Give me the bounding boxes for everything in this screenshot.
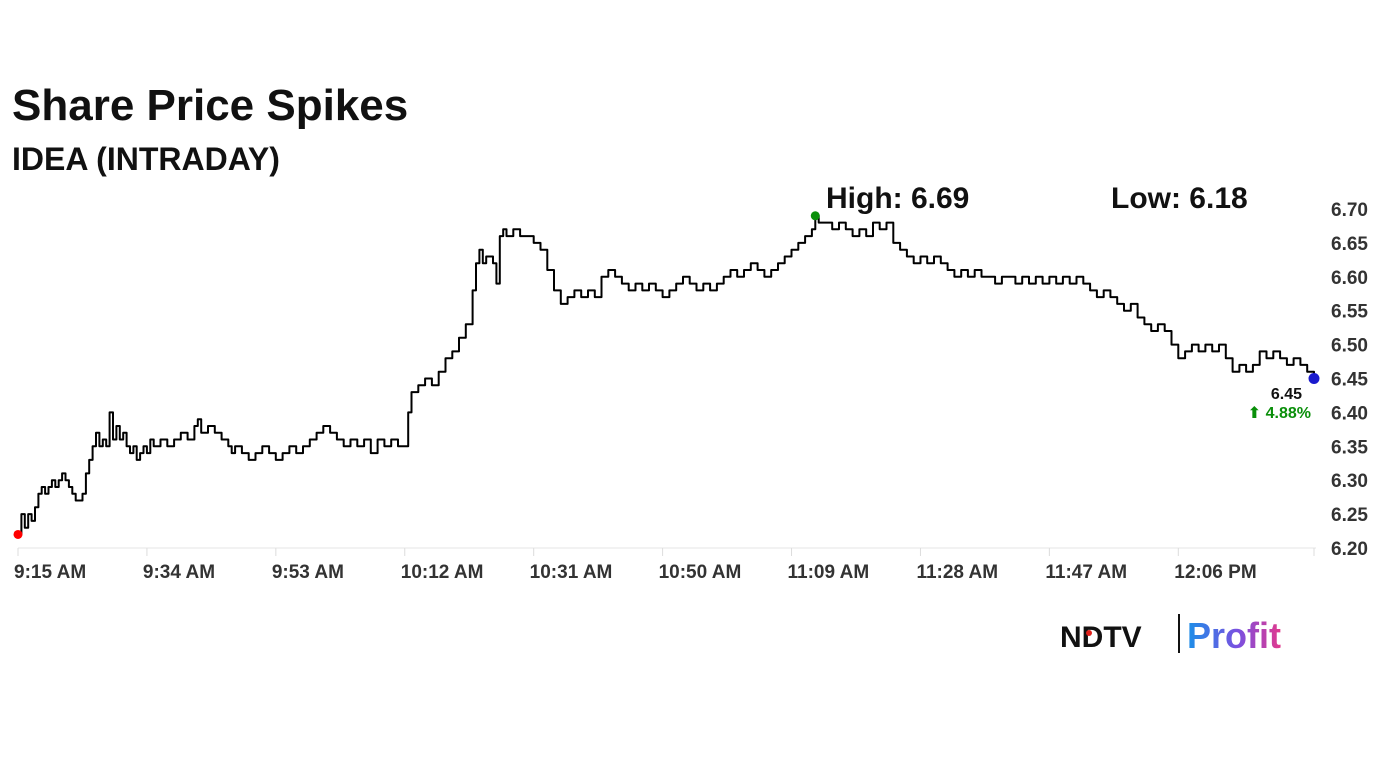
start-marker (13, 529, 23, 539)
ndtv-profit-logo: NDTV Profit (1060, 614, 1281, 656)
y-tick-label: 6.65 (1331, 234, 1368, 255)
y-tick-label: 6.30 (1331, 471, 1368, 492)
y-tick-label: 6.70 (1331, 200, 1368, 221)
y-tick-label: 6.25 (1331, 505, 1368, 526)
x-tick-label: 10:31 AM (530, 562, 613, 583)
x-tick-label: 9:15 AM (14, 562, 86, 583)
profit-wordmark: Profit (1187, 615, 1281, 656)
x-tick-label: 10:12 AM (401, 562, 484, 583)
markers (13, 211, 1320, 539)
y-axis: 6.70 6.65 6.60 6.55 6.50 6.45 6.40 6.35 6.30 6.25… (1331, 200, 1368, 560)
x-tick-label: 12:06 PM (1174, 562, 1256, 583)
y-tick-label: 6.35 (1331, 437, 1368, 458)
x-tick-label: 9:34 AM (143, 562, 215, 583)
y-tick-label: 6.55 (1331, 302, 1368, 323)
ndtv-wordmark: NDTV (1060, 621, 1142, 654)
y-tick-label: 6.50 (1331, 336, 1368, 357)
change-label: ⬆ 4.88% (1248, 405, 1311, 422)
high-marker (810, 211, 820, 221)
last-marker (1308, 373, 1320, 384)
high-label: High: 6.69 (826, 182, 969, 215)
y-tick-label: 6.20 (1331, 539, 1368, 560)
x-tick-label: 9:53 AM (272, 562, 344, 583)
y-tick-label: 6.60 (1331, 268, 1368, 289)
price-line (18, 214, 1315, 536)
x-tick-label: 10:50 AM (659, 562, 742, 583)
y-tick-label: 6.45 (1331, 370, 1368, 391)
ndtv-red-dot (1086, 630, 1092, 636)
x-axis: 9:15 AM 9:34 AM 9:53 AM 10:12 AM 10:31 AM 10:… (14, 548, 1315, 583)
x-tick-label: 11:47 AM (1045, 562, 1127, 583)
chart-title: Share Price Spikes (12, 81, 408, 130)
x-tick-label: 11:28 AM (916, 562, 998, 583)
x-tick-label: 11:09 AM (788, 562, 870, 583)
chart-subtitle: IDEA (INTRADAY) (12, 141, 280, 177)
last-price-label: 6.45 (1271, 386, 1302, 403)
low-label: Low: 6.18 (1111, 182, 1248, 215)
y-tick-label: 6.40 (1331, 403, 1368, 424)
